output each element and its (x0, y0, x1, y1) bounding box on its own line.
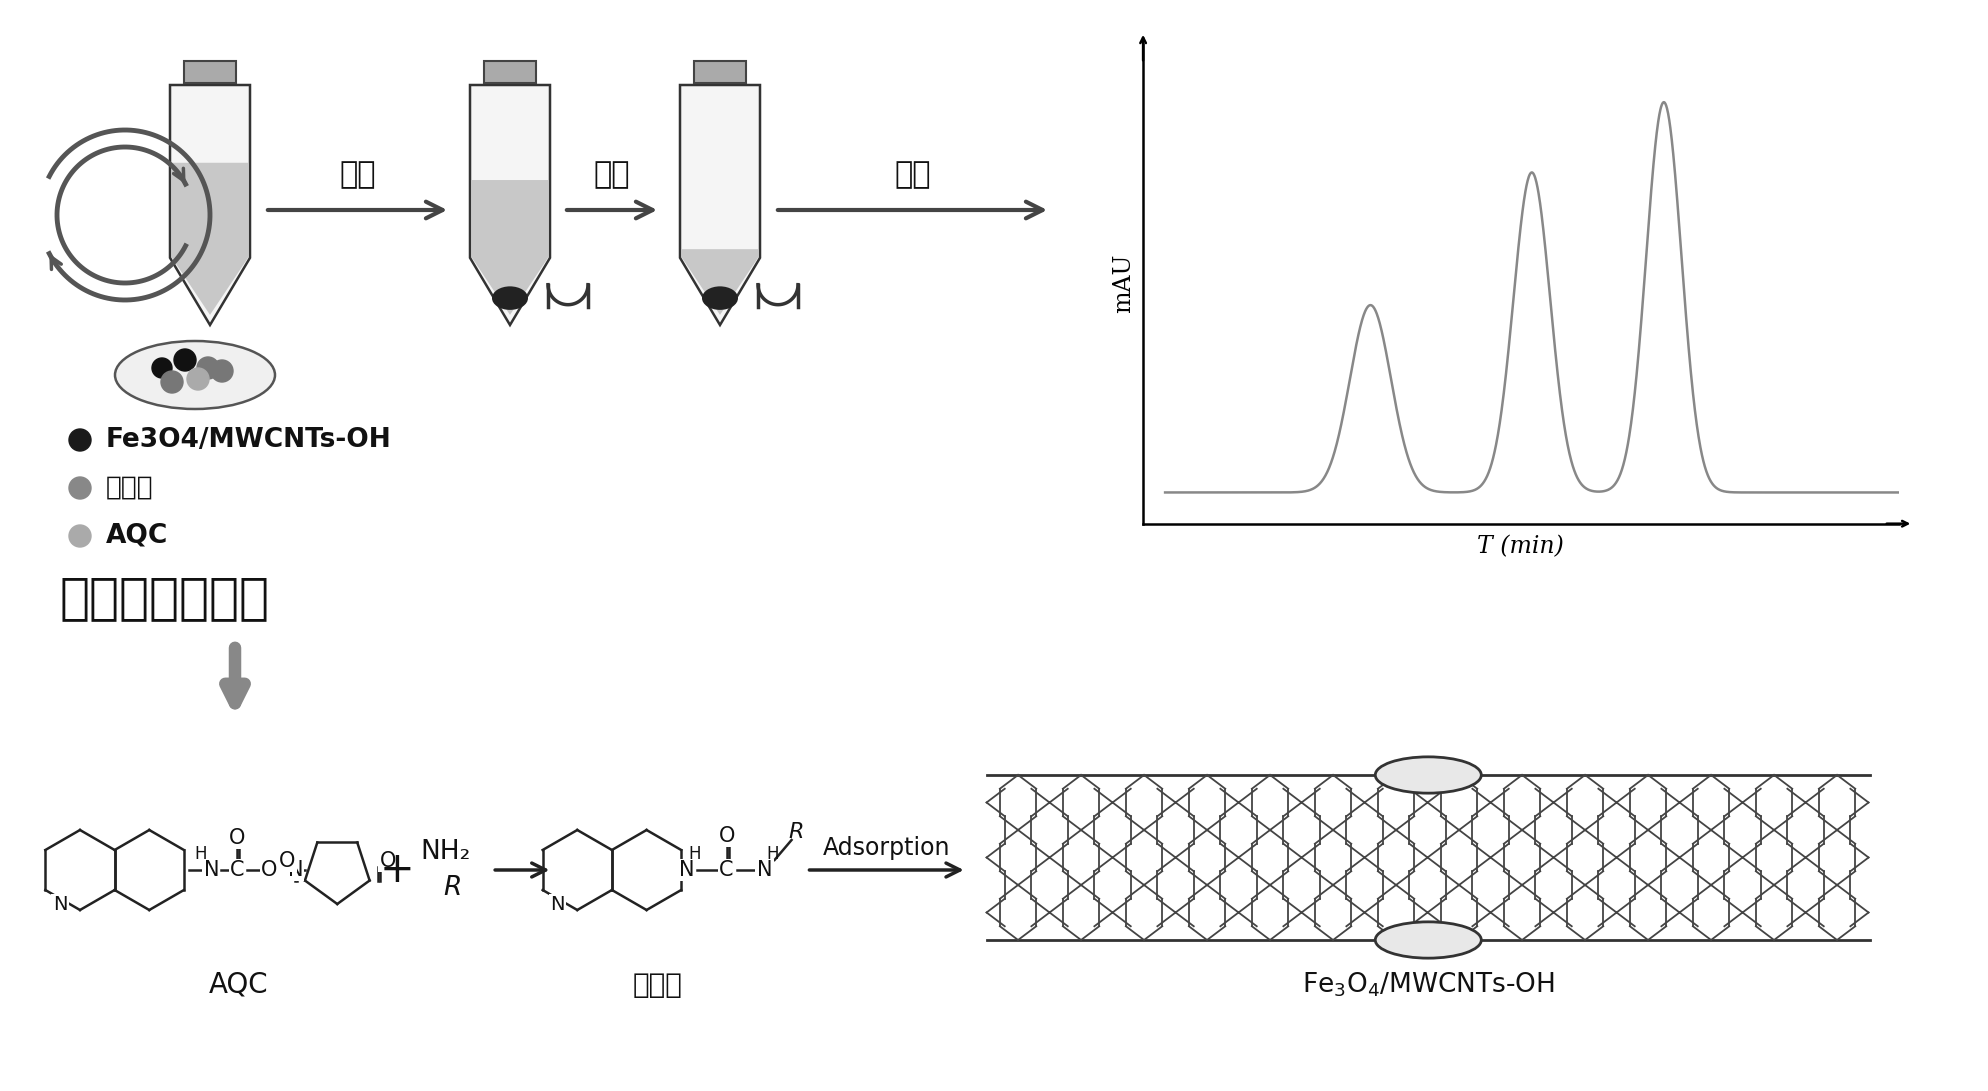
FancyBboxPatch shape (694, 61, 746, 83)
Text: N: N (757, 860, 771, 880)
Polygon shape (469, 85, 551, 325)
Text: O: O (718, 826, 736, 846)
Text: N: N (551, 896, 565, 914)
Circle shape (175, 349, 197, 371)
Text: NH₂: NH₂ (419, 839, 471, 865)
Text: N: N (678, 860, 694, 880)
Circle shape (151, 358, 173, 377)
Ellipse shape (491, 286, 529, 310)
Text: N: N (54, 896, 68, 914)
Text: C: C (231, 860, 245, 880)
Text: N: N (288, 860, 302, 880)
Circle shape (211, 360, 233, 382)
Text: 解吸: 解吸 (895, 160, 930, 190)
Text: R: R (443, 875, 461, 901)
Circle shape (197, 357, 219, 379)
Polygon shape (680, 85, 759, 325)
Text: 上样: 上样 (340, 160, 376, 190)
Circle shape (70, 429, 91, 451)
Text: R: R (789, 822, 805, 842)
Text: O: O (260, 860, 278, 880)
X-axis label: T (min): T (min) (1477, 535, 1565, 558)
Y-axis label: mAU: mAU (1111, 254, 1135, 313)
Polygon shape (173, 163, 248, 315)
Ellipse shape (1376, 757, 1481, 793)
Ellipse shape (115, 341, 274, 409)
Text: H: H (688, 846, 702, 863)
Text: O: O (380, 851, 396, 871)
Text: H: H (195, 846, 207, 863)
Text: 清洗: 清洗 (594, 160, 630, 190)
Text: 生物胺: 生物胺 (632, 971, 682, 999)
Text: AQC: AQC (105, 523, 169, 549)
FancyBboxPatch shape (483, 61, 537, 83)
Ellipse shape (702, 286, 738, 310)
Text: C: C (720, 860, 734, 880)
Ellipse shape (1376, 922, 1481, 958)
Polygon shape (171, 85, 250, 325)
Polygon shape (471, 180, 549, 315)
Text: Fe$_3$O$_4$/MWCNTs-OH: Fe$_3$O$_4$/MWCNTs-OH (1302, 971, 1555, 999)
Text: O: O (229, 828, 245, 848)
Text: Fe3O4/MWCNTs-OH: Fe3O4/MWCNTs-OH (105, 427, 392, 453)
Polygon shape (682, 249, 757, 315)
FancyBboxPatch shape (185, 61, 237, 83)
Text: N: N (203, 860, 219, 880)
Text: 生物胺: 生物胺 (105, 475, 153, 501)
Text: O: O (278, 851, 294, 871)
Circle shape (70, 525, 91, 547)
Text: AQC: AQC (209, 971, 268, 999)
Text: Adsorption: Adsorption (823, 836, 950, 860)
Text: 同时衍生和萌取: 同时衍生和萌取 (60, 574, 270, 622)
Circle shape (187, 368, 209, 389)
Circle shape (161, 371, 183, 393)
Circle shape (70, 477, 91, 499)
Text: +: + (380, 849, 415, 891)
Text: H: H (765, 846, 779, 863)
